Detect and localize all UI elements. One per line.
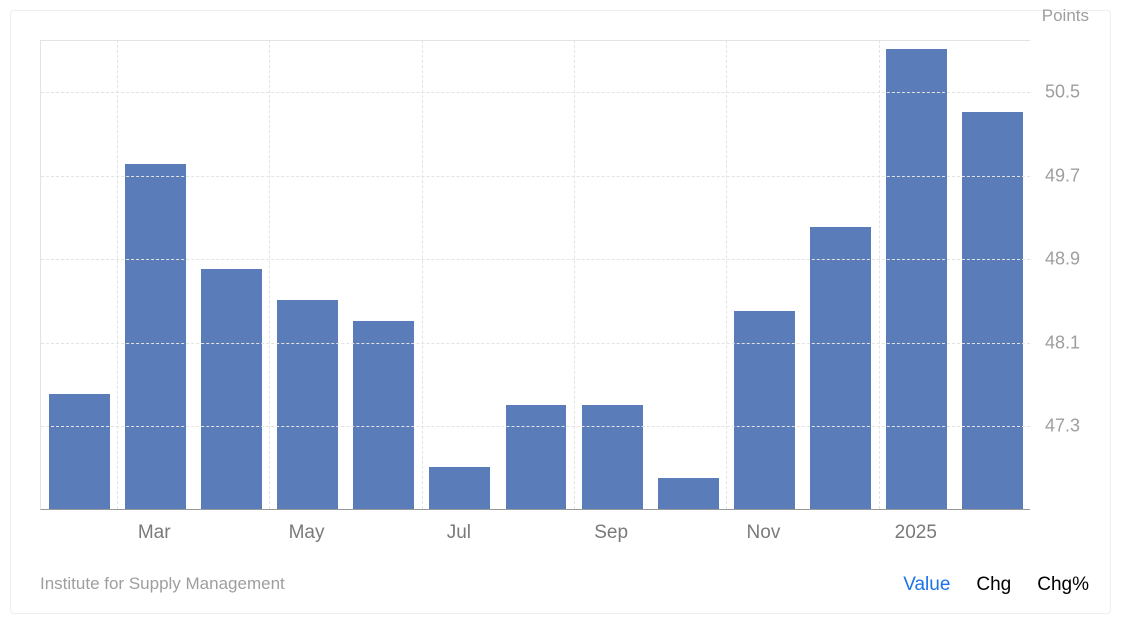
legend-chg[interactable]: Chg — [976, 574, 1011, 596]
chart-bars — [41, 40, 1030, 509]
y-gridline — [41, 259, 1030, 260]
bar[interactable] — [962, 112, 1023, 509]
bar[interactable] — [201, 269, 262, 509]
bar[interactable] — [734, 311, 795, 509]
bar[interactable] — [506, 405, 567, 509]
bar[interactable] — [582, 405, 643, 509]
bar[interactable] — [353, 321, 414, 509]
y-gridline — [41, 92, 1030, 93]
bar[interactable] — [277, 300, 338, 509]
legend-value[interactable]: Value — [903, 574, 950, 596]
y-tick-label: 48.1 — [1045, 332, 1080, 353]
y-tick-label: 48.9 — [1045, 249, 1080, 270]
y-gridline — [41, 176, 1030, 177]
y-axis-unit: Points — [1042, 6, 1089, 26]
x-tick-label: May — [289, 522, 325, 544]
x-gridline — [574, 40, 575, 509]
bar[interactable] — [658, 478, 719, 509]
bar[interactable] — [429, 467, 490, 509]
y-gridline — [41, 426, 1030, 427]
legend: Value Chg Chg% — [903, 574, 1089, 596]
legend-chg-pct[interactable]: Chg% — [1037, 574, 1089, 596]
x-gridline — [269, 40, 270, 509]
x-tick-label: Jul — [447, 522, 471, 544]
x-gridline — [726, 40, 727, 509]
bar[interactable] — [810, 227, 871, 509]
x-tick-label: 2025 — [895, 522, 937, 544]
x-gridline — [117, 40, 118, 509]
y-tick-label: 47.3 — [1045, 416, 1080, 437]
chart-plot-area — [40, 40, 1030, 510]
x-tick-label: Mar — [138, 522, 171, 544]
chart-frame: Points Institute for Supply Management V… — [0, 0, 1121, 624]
x-gridline — [879, 40, 880, 509]
y-tick-label: 49.7 — [1045, 165, 1080, 186]
x-tick-label: Nov — [747, 522, 781, 544]
x-tick-label: Sep — [594, 522, 628, 544]
y-gridline — [41, 343, 1030, 344]
bar[interactable] — [49, 394, 110, 509]
y-gridline — [41, 40, 1030, 41]
bar[interactable] — [125, 164, 186, 509]
chart-footer: Institute for Supply Management Value Ch… — [40, 574, 1089, 602]
bar[interactable] — [886, 49, 947, 509]
y-tick-label: 50.5 — [1045, 82, 1080, 103]
x-gridline — [422, 40, 423, 509]
source-attribution: Institute for Supply Management — [40, 574, 285, 594]
